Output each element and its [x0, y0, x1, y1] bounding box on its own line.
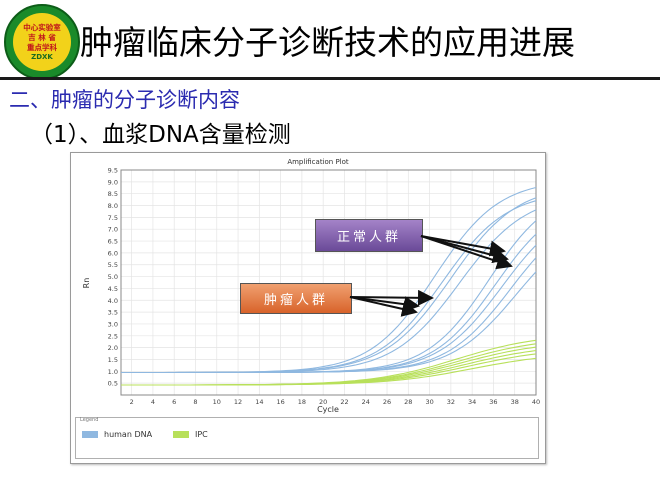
y-tick-label: 7.0 [108, 226, 118, 234]
x-tick-label: 36 [489, 398, 497, 406]
x-tick-label: 2 [130, 398, 134, 406]
x-tick-label: 12 [234, 398, 242, 406]
logo: 中心实验室 吉 林 省 重点学科 ZDXK [4, 4, 80, 80]
x-tick-label: 14 [255, 398, 263, 406]
y-tick-label: 9.5 [108, 167, 118, 175]
legend-title: Legend [80, 417, 99, 423]
y-axis: 0.5 1.0 1.5 2.0 2.5 3.0 3.5 4.0 4.5 5.0 5.5 6.0 6.5 7… [108, 167, 118, 388]
x-tick-label: 38 [511, 398, 519, 406]
y-tick-label: 9.0 [108, 178, 118, 186]
y-tick-label: 7.5 [108, 214, 118, 222]
human-dna-curve [121, 257, 537, 374]
y-tick-label: 1.0 [108, 368, 118, 376]
tumor-group-callout: 肿瘤人群 [240, 283, 352, 314]
ipc-curve [121, 343, 537, 386]
chart-title: Amplification Plot [287, 158, 349, 166]
x-tick-label: 20 [319, 398, 327, 406]
content-item: （1）、血浆DNA含量检测 [30, 122, 291, 148]
y-tick-label: 8.0 [108, 202, 118, 210]
slide-title: 肿瘤临床分子诊断技术的应用进展 [80, 23, 575, 62]
x-tick-label: 26 [383, 398, 391, 406]
x-tick-label: 32 [447, 398, 455, 406]
human-dna-curve [121, 271, 537, 374]
chart-legend: Legend human DNA IPC [75, 417, 539, 459]
logo-text-2: 吉 林 省 [28, 32, 56, 42]
x-tick-label: 18 [298, 398, 306, 406]
y-tick-label: 1.5 [108, 356, 118, 364]
y-tick-label: 3.5 [108, 309, 118, 317]
y-tick-label: 6.0 [108, 249, 118, 257]
plot-frame [120, 169, 537, 396]
x-tick-label: 24 [362, 398, 370, 406]
logo-text-en: ZDXK [31, 52, 53, 61]
legend-label-human-dna: human DNA [104, 430, 153, 439]
y-tick-label: 6.5 [108, 238, 118, 246]
ipc-curve [121, 357, 537, 386]
y-tick-label: 5.0 [108, 273, 118, 281]
y-tick-label: 0.5 [108, 380, 118, 388]
normal-group-callout: 正常人群 [315, 219, 423, 252]
chart-panel: Amplification Plot 0.5 1.0 1.5 2.0 2.5 3.0 3.5… [70, 152, 546, 464]
x-axis-label: Cycle [317, 405, 339, 414]
y-tick-label: 2.5 [108, 332, 118, 340]
legend-label-ipc: IPC [195, 430, 208, 439]
x-tick-label: 4 [151, 398, 155, 406]
x-tick-label: 34 [468, 398, 476, 406]
title-divider [0, 77, 660, 80]
y-axis-label: Rn [82, 278, 91, 289]
y-tick-label: 4.5 [108, 285, 118, 293]
legend-item-ipc: IPC [173, 430, 208, 439]
y-tick-label: 4.0 [108, 297, 118, 305]
x-tick-label: 10 [213, 398, 221, 406]
legend-swatch-ipc [173, 431, 189, 438]
x-tick-label: 22 [340, 398, 348, 406]
logo-text-1: 中心实验室 [23, 22, 61, 32]
y-tick-label: 8.5 [108, 190, 118, 198]
legend-item-human-dna: human DNA [82, 430, 152, 439]
x-tick-label: 16 [276, 398, 284, 406]
legend-swatch-human-dna [82, 431, 98, 438]
x-tick-label: 28 [404, 398, 412, 406]
y-tick-label: 3.0 [108, 320, 118, 328]
x-tick-label: 30 [425, 398, 433, 406]
section-heading: 二、肿瘤的分子诊断内容 [9, 88, 240, 112]
logo-text-3: 重点学科 [27, 42, 57, 52]
x-tick-label: 6 [172, 398, 176, 406]
y-tick-label: 5.5 [108, 261, 118, 269]
logo-badge: 中心实验室 吉 林 省 重点学科 ZDXK [13, 13, 71, 71]
x-tick-label: 8 [193, 398, 197, 406]
human-dna-curve [121, 186, 537, 374]
y-tick-label: 2.0 [108, 344, 118, 352]
x-tick-label: 40 [532, 398, 540, 406]
x-axis: 2 4 6 8 10 12 14 16 18 20 22 24 26 28 30 32 34 36 38 40 [130, 398, 541, 406]
